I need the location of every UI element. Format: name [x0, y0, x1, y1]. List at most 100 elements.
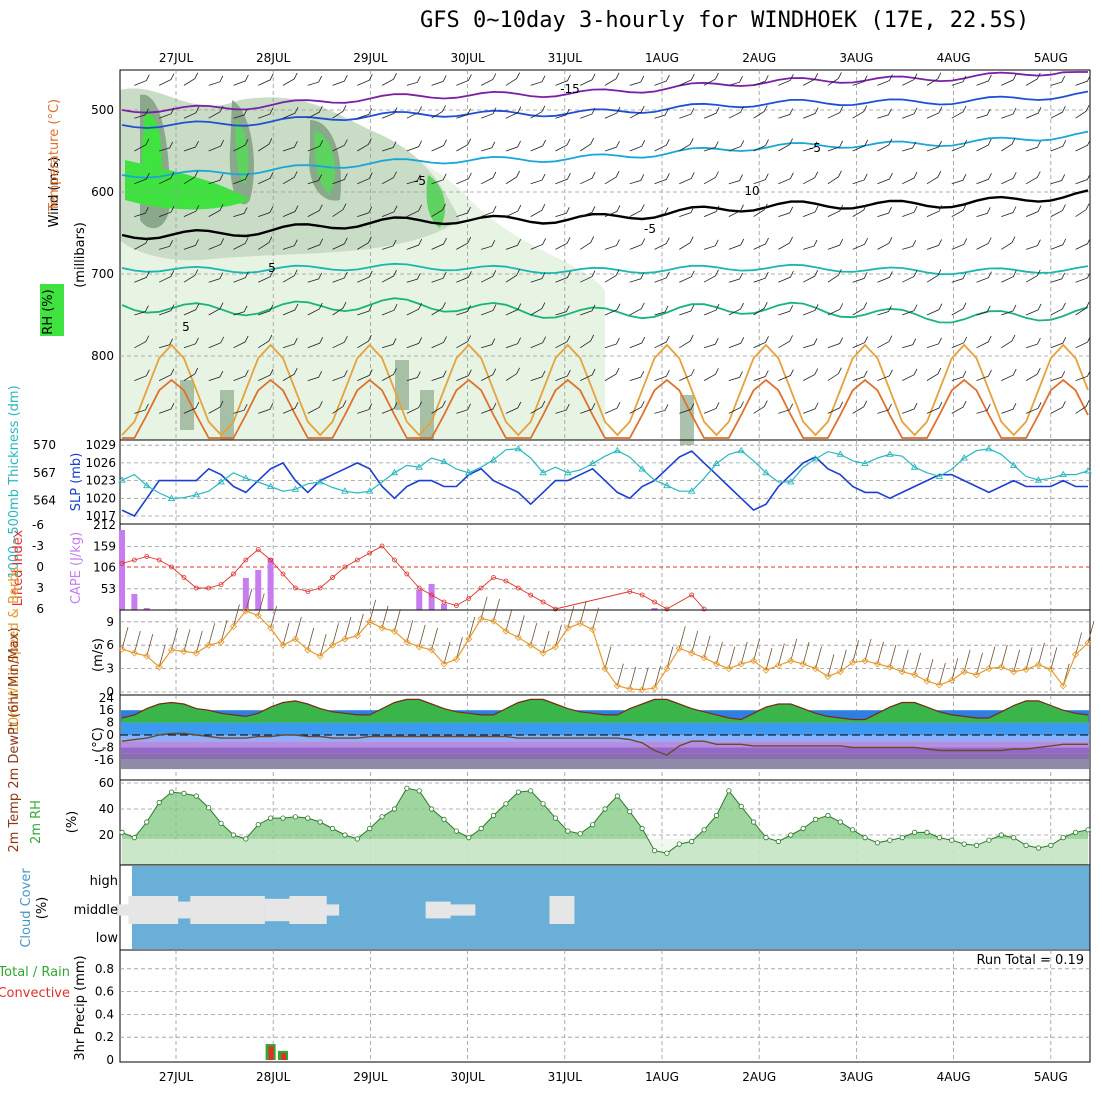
wind10m-marker	[985, 665, 993, 673]
precip-convective-bar	[281, 1053, 286, 1060]
wind10m-tick: 3	[106, 662, 114, 676]
wind-barb	[505, 239, 521, 250]
wind10m-marker	[514, 633, 522, 641]
cloud-middle-block	[425, 901, 439, 919]
wind10m-marker	[205, 641, 213, 649]
cloud-middle-block	[301, 896, 315, 924]
wind10m-marker	[390, 627, 399, 635]
wind10m-barb	[369, 599, 377, 622]
wind-barb	[1075, 237, 1091, 250]
wind-barb	[951, 336, 968, 349]
wind-barb	[481, 205, 497, 217]
wind-barb	[431, 203, 446, 217]
wind-barb	[332, 271, 348, 283]
temp2m-unit: (°C)	[91, 727, 106, 753]
wind10m-marker	[267, 624, 275, 632]
rh2m-marker	[342, 832, 348, 838]
wind10m-marker	[650, 684, 659, 692]
wind-barb	[778, 270, 794, 283]
bottom-date-label: 4AUG	[937, 1070, 971, 1084]
wind-barb	[902, 141, 917, 152]
cape-bar	[242, 578, 249, 610]
rh2m-marker	[144, 819, 150, 825]
cloud-level-label: middle	[74, 903, 118, 918]
wind-barb	[381, 338, 397, 349]
wind-barb	[902, 402, 918, 414]
rh2m-marker	[305, 815, 311, 821]
rh2m-marker	[1011, 834, 1017, 841]
wind-barb	[926, 239, 942, 250]
temp-contour-20	[122, 378, 1089, 439]
thickness-marker	[960, 454, 968, 461]
wind10m-barb	[406, 619, 414, 643]
wind-barb	[902, 368, 918, 381]
cloud-middle-block	[239, 896, 253, 924]
lifted-index-marker	[627, 589, 633, 594]
wind-barb	[555, 271, 571, 283]
wind-barb	[1050, 204, 1066, 217]
wind-barb	[480, 368, 497, 381]
rh2m-marker	[713, 812, 720, 819]
wind-barb	[1025, 106, 1042, 119]
rh2m-marker	[268, 815, 274, 821]
thickness-marker	[861, 459, 869, 467]
wind10m-marker	[155, 663, 163, 671]
cape-bar	[255, 570, 262, 610]
wind10m-marker	[229, 622, 238, 631]
wind-barb	[282, 171, 298, 185]
wind-barb	[406, 174, 421, 185]
contour-label: -5	[644, 222, 656, 236]
wind-barb	[134, 369, 150, 381]
wind-barb	[555, 237, 571, 250]
wind-barb	[381, 239, 397, 250]
wind-barb	[258, 334, 273, 349]
rh2m-marker	[466, 834, 472, 841]
wind-barb	[530, 272, 546, 283]
wind10m-marker	[576, 619, 584, 627]
slp-tick: 1023	[85, 474, 116, 488]
wind10m-marker	[700, 654, 708, 662]
wind-barb	[183, 303, 200, 316]
wind-barb	[604, 106, 621, 119]
wind10m-marker	[1084, 639, 1092, 647]
lifted-index-marker	[379, 543, 385, 549]
wind-barb	[381, 171, 397, 185]
lifted-index-marker	[292, 585, 298, 591]
wind10m-barb	[629, 666, 637, 689]
wind-barb	[456, 138, 472, 152]
rh2m-marker	[193, 793, 199, 799]
wind10m-marker	[712, 660, 721, 668]
rh2m-marker	[924, 829, 930, 836]
wind-barb	[679, 73, 695, 86]
wind-barb	[233, 74, 249, 86]
wind-barb	[208, 204, 224, 217]
wind10m-barb	[1000, 644, 1008, 668]
wind-barb	[456, 74, 472, 86]
rh2m-marker	[490, 812, 497, 819]
cloud-middle-block	[215, 896, 228, 924]
wind10m-marker	[811, 665, 820, 673]
wind-barb	[282, 337, 298, 349]
cape-tick: 212	[93, 518, 116, 532]
wind-barb	[282, 402, 299, 414]
rh2m-marker	[156, 799, 162, 806]
thickness-marker	[737, 446, 746, 454]
wind-barb	[307, 336, 324, 349]
wind-barb	[481, 338, 496, 349]
lifted-index-marker	[169, 564, 174, 570]
wind-barb	[902, 270, 918, 283]
wind-barb	[926, 367, 942, 381]
wind-barb	[703, 205, 720, 217]
wind-barb	[926, 269, 942, 283]
wind-barb	[604, 205, 621, 217]
cape-bar	[119, 530, 125, 610]
cloud-middle-block	[128, 896, 141, 924]
rh2m-marker	[577, 831, 583, 837]
cape-bar	[143, 608, 150, 610]
wind-barb	[158, 171, 175, 185]
wind10m-barb	[901, 649, 909, 672]
wind-barb	[629, 174, 645, 185]
wind10m-barb	[592, 607, 600, 630]
wind-barb	[134, 74, 150, 86]
thickness-marker	[564, 468, 572, 476]
